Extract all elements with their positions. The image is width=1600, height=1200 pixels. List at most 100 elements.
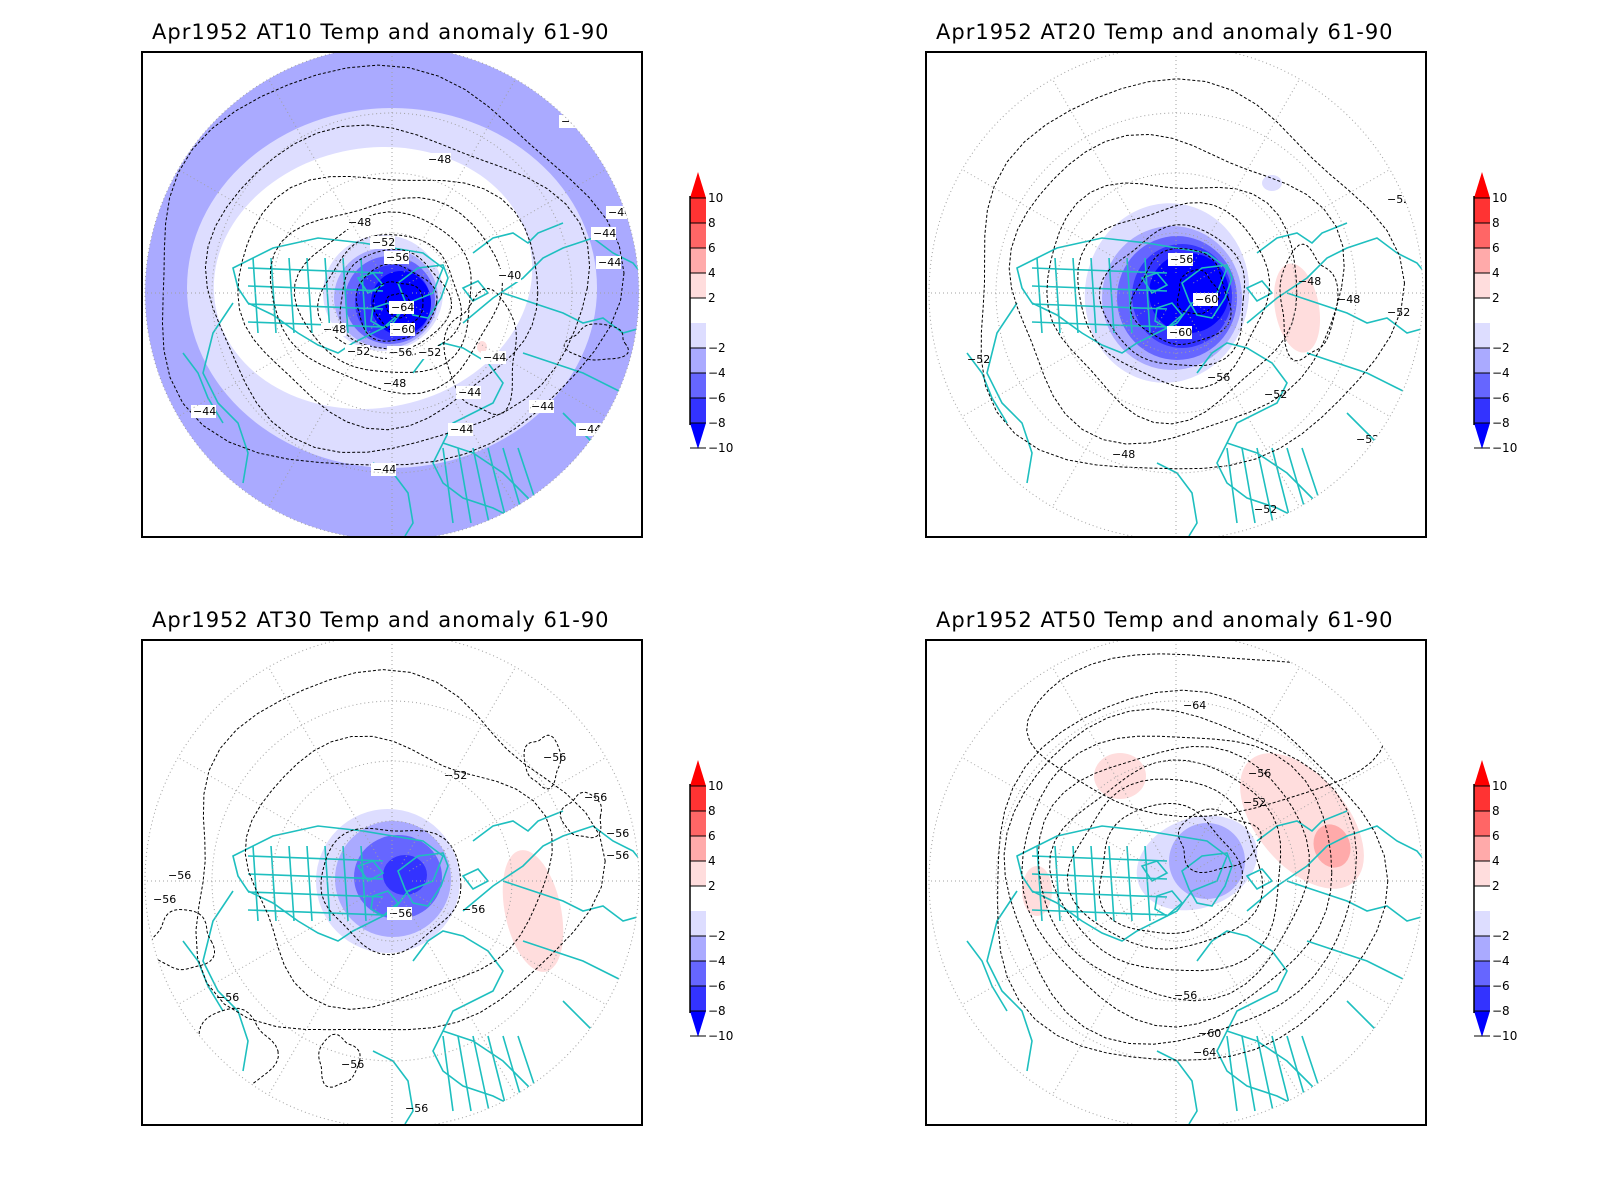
colorbar-box: [1474, 811, 1490, 836]
colorbar-tick-label: 6: [708, 241, 716, 255]
svg-text:−56: −56: [341, 1058, 364, 1071]
svg-text:−52: −52: [347, 345, 370, 358]
coastline: [1140, 860, 1169, 883]
colorbar-tick-label: 10: [708, 779, 723, 793]
svg-text:−52: −52: [967, 353, 990, 366]
border-line: [1036, 257, 1043, 334]
border-line: [342, 257, 349, 334]
anomaly-fill: [586, 335, 639, 371]
svg-text:−48: −48: [1337, 293, 1360, 306]
panel-title-at10: Apr1952 AT10 Temp and anomaly 61-90: [152, 20, 610, 44]
border-line: [1031, 909, 1168, 916]
contour-label: −44: [591, 227, 616, 240]
border-line: [247, 909, 384, 916]
svg-text:−56: −56: [153, 893, 176, 906]
colorbar-box: [1474, 861, 1490, 886]
contour-label: −56: [405, 1102, 428, 1115]
svg-text:−64: −64: [1183, 699, 1206, 712]
svg-text:−56: −56: [389, 346, 412, 359]
latitude-circle: [144, 53, 640, 536]
coastline: [1286, 292, 1423, 334]
svg-text:−60: −60: [1198, 1027, 1221, 1040]
contour-label: −64: [389, 301, 414, 314]
border-line: [247, 873, 384, 880]
coastline: [1196, 342, 1328, 536]
coastline: [397, 852, 449, 907]
contour-label: −60: [390, 323, 415, 336]
border-line: [1036, 845, 1043, 922]
border-line: [472, 1035, 490, 1112]
border-line: [487, 447, 508, 524]
colorbar-tick-label: −6: [1492, 391, 1510, 405]
anomaly-fill: [1262, 175, 1282, 191]
contour-label: −52: [967, 353, 990, 366]
colorbar-box: [1474, 398, 1490, 423]
colorbar-over-triangle: [690, 172, 706, 198]
border-line: [247, 303, 384, 310]
svg-text:−56: −56: [389, 907, 412, 920]
svg-text:−44: −44: [373, 463, 396, 476]
graticule: [144, 53, 640, 536]
contour-line: [1098, 802, 1243, 934]
colorbar-box: [690, 936, 706, 961]
svg-text:−40: −40: [498, 269, 521, 282]
contour-label: −48: [1298, 275, 1321, 288]
border-line: [1271, 447, 1292, 524]
contour-label: −48: [346, 216, 371, 229]
colorbar-tick-label: −6: [708, 391, 726, 405]
colorbar-tick-label: −10: [708, 441, 733, 455]
colorbar-tick-label: −6: [708, 979, 726, 993]
latitude-circle: [928, 641, 1424, 1124]
anomaly-fill: [383, 855, 427, 895]
anomaly-fill: [1022, 866, 1052, 916]
contour-label: −56: [1207, 371, 1230, 384]
border-line: [252, 845, 259, 922]
colorbar-over-triangle: [1474, 760, 1490, 786]
colorbar-tick-label: 2: [708, 879, 716, 893]
graticule: [928, 53, 1424, 536]
svg-text:−48: −48: [1298, 275, 1321, 288]
svg-text:−52: −52: [372, 236, 395, 249]
colorbar-tick-label: 8: [708, 804, 716, 818]
coastline: [472, 222, 564, 254]
colorbar-svg-at10: 10 8 6 4 2 −2 −4 −6 −8 −10: [689, 172, 733, 455]
colorbar-box: [1474, 348, 1490, 373]
anomaly-fill: [1313, 824, 1351, 868]
colorbar-tick-label: −4: [1492, 954, 1510, 968]
contour-line: [443, 287, 517, 416]
border-line: [252, 257, 259, 334]
contour-label: −44: [481, 351, 506, 364]
border-line: [1226, 447, 1238, 524]
colorbar-tick-label: −2: [1492, 929, 1510, 943]
colorbar-tick-label: −10: [1492, 1029, 1517, 1043]
svg-text:−56: −56: [462, 903, 485, 916]
colorbar-tick-label: −4: [708, 366, 726, 380]
border-line: [247, 855, 384, 862]
colorbar-at30: 10 8 6 4 2 −2 −4 −6 −8 −10: [686, 758, 746, 1048]
coastline: [1016, 825, 1228, 942]
colorbar-tick-label: 10: [1492, 779, 1507, 793]
svg-text:−56: −56: [606, 849, 629, 862]
contour-line: [1066, 778, 1264, 950]
svg-text:−56: −56: [1248, 767, 1271, 780]
contour-label: −56: [543, 751, 566, 764]
anomaly-fill: [1094, 753, 1146, 799]
border-line: [457, 447, 472, 524]
colorbar-tick-label: −4: [1492, 366, 1510, 380]
colorbar-over-triangle: [690, 760, 706, 786]
colorbar-tick-label: 4: [1492, 854, 1500, 868]
contour-line: [1021, 735, 1333, 1028]
svg-text:−44: −44: [450, 423, 473, 436]
map-svg-at20: −52−56−60−60−48−48−56−52−52−48−52−52−52: [927, 53, 1425, 536]
coastlines: [182, 810, 639, 1124]
contour-label: −56: [216, 991, 239, 1004]
contour-label: −56: [153, 893, 176, 906]
colorbar-under-triangle: [690, 423, 706, 449]
colorbar-box: [690, 348, 706, 373]
contour-label: −44: [448, 423, 473, 436]
contour-line: [980, 78, 1406, 470]
contour-label: −52: [444, 769, 467, 782]
colorbar-box: [1474, 273, 1490, 298]
colorbar-box: [1474, 298, 1490, 323]
svg-text:−48: −48: [323, 323, 346, 336]
